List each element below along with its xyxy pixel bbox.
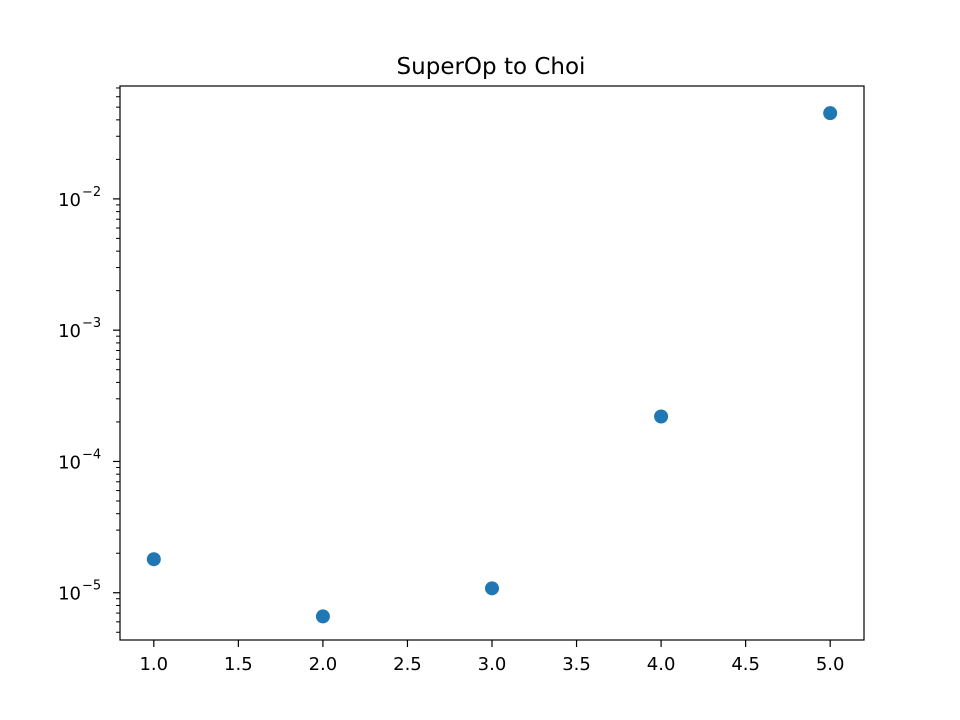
x-tick-label: 4.0 xyxy=(647,654,676,675)
y-tick-label-base: 10 xyxy=(58,584,81,605)
x-tick-label: 1.5 xyxy=(224,654,253,675)
chart-title: SuperOp to Choi xyxy=(397,54,586,80)
x-tick-label: 3.5 xyxy=(562,654,591,675)
x-tick-label: 2.0 xyxy=(309,654,338,675)
y-tick-label: 10 −5 xyxy=(58,579,101,605)
y-tick-label: 10 −4 xyxy=(58,447,101,473)
y-tick-label-base: 10 xyxy=(58,190,81,211)
data-point xyxy=(146,552,161,567)
y-tick-label-base: 10 xyxy=(58,321,81,342)
axes-frame xyxy=(119,85,865,641)
data-point xyxy=(485,581,499,596)
y-tick-label-exponent: −2 xyxy=(82,185,101,200)
x-tick-label: 5.0 xyxy=(816,654,845,675)
data-point xyxy=(315,609,330,624)
y-tick-label-exponent: −3 xyxy=(82,316,101,331)
scatter-series xyxy=(146,106,838,624)
y-tick-label: 10 −2 xyxy=(58,185,101,211)
data-point xyxy=(654,409,669,424)
y-minor-ticks xyxy=(116,87,120,633)
x-tick-label: 1.0 xyxy=(139,654,168,675)
x-axis-ticks: 1.0 1.5 2.0 2.5 3.0 3.5 4.0 4.5 5.0 xyxy=(139,640,845,675)
y-tick-label-base: 10 xyxy=(58,452,81,473)
data-point xyxy=(823,106,838,121)
x-tick-label: 3.0 xyxy=(478,654,507,675)
x-tick-label: 2.5 xyxy=(393,654,422,675)
y-tick-label: 10 −3 xyxy=(58,316,101,342)
plot-area: 10−510−410−310−2 1.0 1.5 2.0 2.5 3.0 3.5 4.0 4.… xyxy=(58,85,865,675)
y-axis-ticks: 10−510−410−310−2 xyxy=(58,185,120,605)
axes-background xyxy=(120,86,864,640)
x-tick-label: 4.5 xyxy=(731,654,760,675)
y-tick-label-exponent: −5 xyxy=(82,579,101,594)
y-tick-label-exponent: −4 xyxy=(82,447,101,462)
